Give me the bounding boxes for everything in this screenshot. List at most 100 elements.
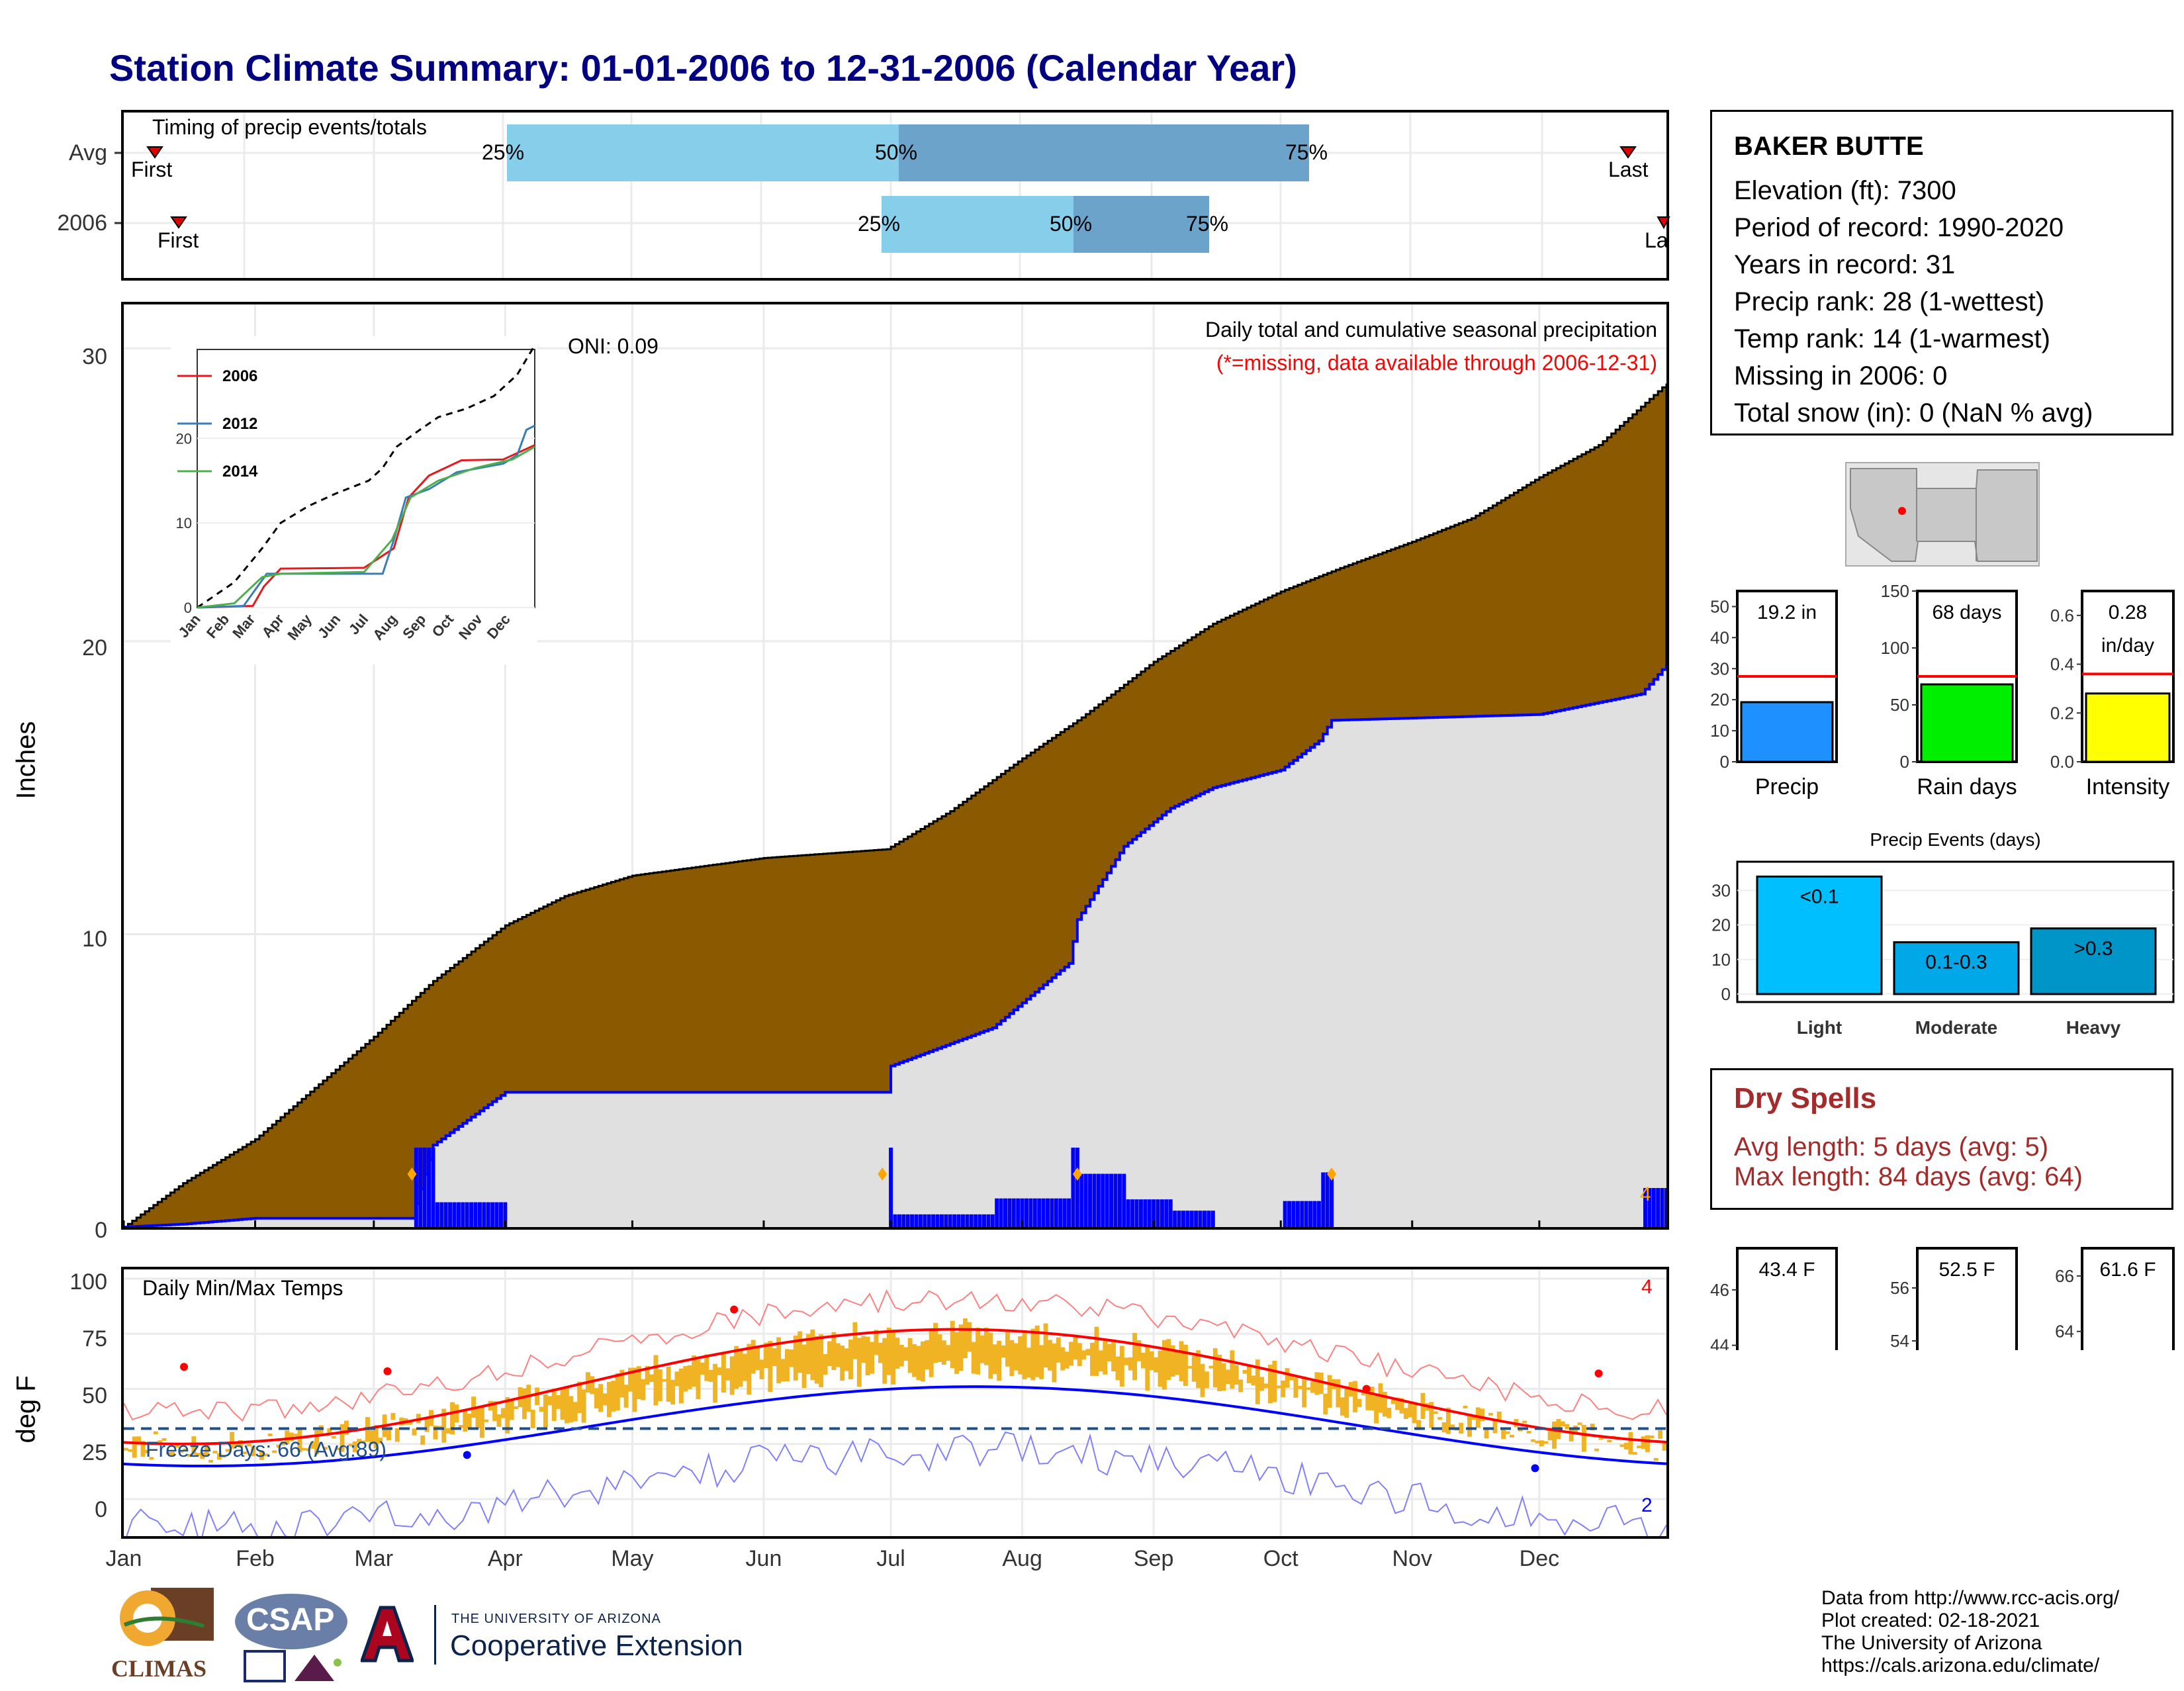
daily-temp-bar (1081, 1350, 1087, 1360)
daily-temp-bar (412, 1428, 417, 1436)
daily-temp-bar (1662, 1443, 1666, 1451)
daily-temp-bar (780, 1359, 786, 1382)
daily-precip-bar (893, 1214, 897, 1227)
daily-temp-bar (331, 1436, 336, 1439)
inset-series-2014 (197, 445, 535, 609)
daily-temp-bar (361, 1440, 366, 1443)
daily-precip-bar (1134, 1199, 1139, 1227)
daily-temp-bar (526, 1385, 531, 1412)
daily-temp-bar (336, 1447, 341, 1451)
daily-temp-bar (551, 1389, 557, 1422)
daily-temp-bar (1073, 1335, 1078, 1360)
daily-temp-bar (306, 1448, 311, 1451)
daily-precip-bar (995, 1198, 999, 1227)
precip-ytick-10: 10 (82, 927, 107, 952)
daily-temp-bar (649, 1374, 654, 1383)
daily-temp-bar (1043, 1323, 1048, 1368)
daily-temp-bar (1336, 1379, 1341, 1408)
inset-ytick: 20 (176, 430, 192, 447)
station-location-dot (1898, 507, 1906, 515)
daily-temp-bar (814, 1336, 819, 1384)
daily-temp-bar (1111, 1339, 1116, 1372)
daily-temp-bar (242, 1451, 248, 1455)
inset-series-2006 (197, 444, 535, 609)
daily-temp-bar (958, 1324, 964, 1371)
daily-precip-bar (1088, 1173, 1093, 1227)
record-high-marker (730, 1305, 739, 1314)
daily-temp-bar (941, 1340, 946, 1365)
daily-precip-bar (1117, 1173, 1122, 1227)
daily-temp-bar (1488, 1412, 1493, 1416)
daily-temp-bar (1484, 1428, 1489, 1439)
daily-temp-bar (708, 1369, 713, 1382)
events-bar-label: Heavy (2066, 1017, 2121, 1038)
daily-temp-bar (755, 1346, 760, 1371)
daily-temp-bar (1161, 1340, 1167, 1390)
daily-temp-bar (467, 1414, 472, 1429)
dry-spells-box: Dry Spells Avg length: 5 days (avg: 5) M… (1710, 1068, 2173, 1210)
record-low-line (126, 1431, 1666, 1536)
daily-temp-bar (187, 1453, 192, 1457)
daily-temp-bar (666, 1367, 671, 1402)
daily-temp-bar (865, 1336, 870, 1376)
inset-xtick: Apr (258, 611, 287, 641)
daily-precip-bar (1185, 1211, 1190, 1227)
daily-temp-bar (950, 1320, 955, 1369)
daily-temp-bar (768, 1341, 773, 1393)
daily-temp-bar (856, 1338, 862, 1387)
rain-days-value-text: 68 days (1932, 602, 2001, 623)
daily-precip-bar (1067, 1198, 1071, 1227)
mini-ytick-label: 30 (1710, 659, 1729, 678)
daily-temp-bar (1196, 1350, 1201, 1389)
daily-temp-bar (1467, 1414, 1472, 1437)
daily-temp-bar (1234, 1365, 1239, 1385)
mini-ytick-label: 0.0 (2050, 752, 2074, 772)
daily-temp-bar (1399, 1398, 1404, 1414)
precip-title: Daily total and cumulative seasonal prec… (1205, 318, 1657, 342)
daily-temp-bar (530, 1410, 535, 1428)
daily-temp-bar (280, 1441, 285, 1445)
daily-precip-bar (1660, 1187, 1664, 1227)
daily-precip-bar (1075, 1148, 1079, 1227)
station-name: BAKER BUTTE (1734, 132, 1924, 161)
daily-temp-bar (1064, 1351, 1069, 1369)
month-label-jun: Jun (745, 1546, 782, 1571)
t-mean-frame (1916, 1247, 2018, 1350)
daily-precip-bar (494, 1202, 499, 1227)
daily-temp-bar (751, 1340, 756, 1374)
daily-temp-bar (1140, 1352, 1146, 1369)
inset-xtick: Jun (314, 611, 343, 641)
mini-ytick-label: 0.4 (2050, 655, 2074, 674)
inset-frame (197, 349, 535, 608)
daily-precip-bar (1147, 1199, 1152, 1227)
month-label-oct: Oct (1263, 1546, 1298, 1571)
daily-temp-bar (128, 1449, 133, 1452)
daily-temp-bar (1501, 1429, 1506, 1440)
daily-temp-bar (272, 1450, 277, 1453)
daily-precip-bar (490, 1202, 495, 1227)
daily-precip-bar (418, 1148, 423, 1227)
daily-precip-bar (1198, 1211, 1203, 1227)
daily-temp-bar (1128, 1357, 1133, 1371)
daily-temp-bar (1289, 1374, 1294, 1381)
daily-precip-bar (944, 1214, 948, 1227)
rain-days-label: Rain days (1917, 774, 2017, 800)
daily-temp-bar (1607, 1440, 1612, 1443)
daily-temp-bar (979, 1335, 985, 1363)
daily-precip-bar (1168, 1199, 1173, 1227)
daily-temp-bar (1361, 1392, 1366, 1396)
daily-precip-bar (1130, 1199, 1135, 1227)
record-high-marker (383, 1367, 392, 1375)
daily-precip-bar (1664, 1187, 1666, 1227)
daily-precip-bar (1092, 1173, 1097, 1227)
avg-max-line (124, 1328, 1666, 1445)
daily-temp-bar (615, 1373, 620, 1410)
daily-precip-bar (1181, 1211, 1185, 1227)
precip-bar (1740, 701, 1834, 763)
daily-temp-bar (1463, 1405, 1468, 1408)
daily-temp-bar (1641, 1436, 1646, 1449)
daily-temp-bar (136, 1436, 142, 1445)
daily-precip-bar (482, 1202, 486, 1227)
daily-temp-bar (742, 1353, 747, 1381)
